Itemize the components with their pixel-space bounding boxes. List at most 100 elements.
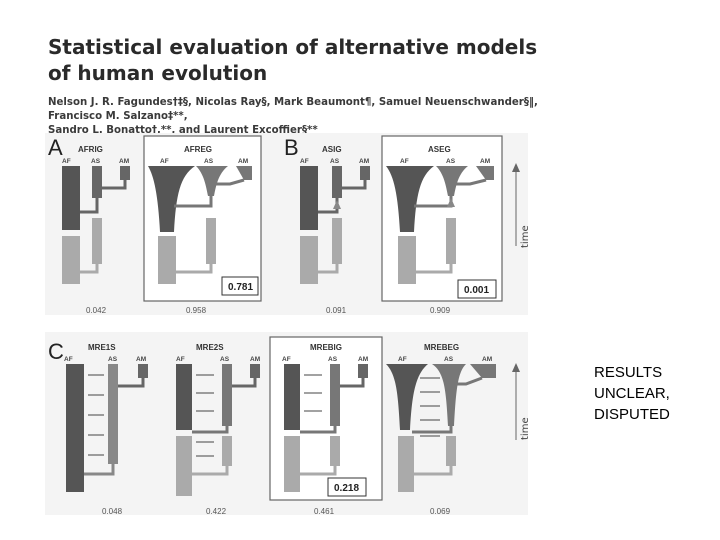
as-ancestral <box>332 218 342 264</box>
gene-flow-arrows <box>420 377 440 437</box>
as-branch <box>332 166 342 198</box>
pop-af-label: AF <box>64 356 73 363</box>
time-label-bottom: time <box>520 417 531 440</box>
am-funnel <box>236 166 252 180</box>
model-name: MREBEG <box>424 343 459 352</box>
as-join <box>84 464 115 476</box>
as-ancestral <box>92 218 102 264</box>
model-mre1s: MRE1S AF AS AM 0.048 <box>64 343 148 516</box>
p-value: 0.091 <box>326 306 347 315</box>
boxed-value: 0.001 <box>464 285 489 296</box>
as-ancestral-join <box>80 264 99 274</box>
as-ancestral-join <box>416 264 453 274</box>
model-name: AFRIG <box>78 145 103 154</box>
as-branch <box>330 364 340 426</box>
model-afreg: AFREG AF AS AM 0.781 0.958 <box>148 145 259 315</box>
gene-flow-arrows <box>304 374 322 412</box>
author-line2: Sandro L. Bonatto†,**, and Laurent Excof… <box>48 125 318 136</box>
pop-as-label: AS <box>444 356 454 363</box>
model-name: MRE2S <box>196 343 224 352</box>
p-value: 0.048 <box>102 507 123 516</box>
p-value: 0.042 <box>86 306 107 315</box>
pop-af-label: AF <box>400 158 409 165</box>
af-ancestral <box>398 436 414 492</box>
af-funnel <box>386 166 434 232</box>
pop-am-label: AM <box>358 356 368 363</box>
as-branch <box>92 166 102 198</box>
as-ancestral <box>206 218 216 264</box>
pop-am-label: AM <box>136 356 146 363</box>
time-arrowhead-top <box>512 163 520 172</box>
gene-flow-arrows <box>88 374 104 456</box>
as-ancestral <box>446 436 456 466</box>
pop-as-label: AS <box>328 356 338 363</box>
model-mre2s: MRE2S AF AS AM 0.422 <box>176 343 260 516</box>
migration-arrowhead <box>333 200 341 209</box>
pop-af-label: AF <box>398 356 407 363</box>
as-funnel <box>432 364 466 426</box>
pop-af-label: AF <box>62 158 71 165</box>
results-note-line2: UNCLEAR, <box>594 385 670 402</box>
as-ancestral-join <box>176 264 213 274</box>
as-ancestral <box>222 436 232 466</box>
pop-af-label: AF <box>282 356 291 363</box>
pop-am-label: AM <box>119 158 129 165</box>
am-join <box>454 178 487 186</box>
model-name: ASIG <box>322 145 342 154</box>
am-branch <box>250 364 260 378</box>
results-note: RESULTS UNCLEAR, DISPUTED <box>594 362 714 425</box>
pop-as-label: AS <box>108 356 118 363</box>
pop-af-label: AF <box>160 158 169 165</box>
as-join <box>174 196 213 208</box>
pop-as-label: AS <box>91 158 101 165</box>
p-value: 0.069 <box>430 507 451 516</box>
results-note-line3: DISPUTED <box>594 406 670 423</box>
pop-am-label: AM <box>359 158 369 165</box>
model-name: ASEG <box>428 145 451 154</box>
pop-am-label: AM <box>482 356 492 363</box>
boxed-value: 0.781 <box>228 282 253 293</box>
model-name: AFREG <box>184 145 212 154</box>
p-value: 0.909 <box>430 306 451 315</box>
author-line1: Nelson J. R. Fagundes†‡§, Nicolas Ray§, … <box>48 97 538 122</box>
paper-title-line1: Statistical evaluation of alternative mo… <box>48 35 538 59</box>
pop-as-label: AS <box>446 158 456 165</box>
panel-label-a: A <box>48 135 63 160</box>
pop-as-label: AS <box>330 158 340 165</box>
af-ancestral <box>62 236 80 284</box>
model-mrebig: MREBIG AF AS AM 0.218 0.461 <box>282 343 368 516</box>
af-funnel <box>386 364 428 430</box>
am-branch <box>360 166 370 180</box>
af-ancestral <box>158 236 176 284</box>
as-ancestral <box>446 218 456 264</box>
paper-title-line2: of human evolution <box>48 61 268 85</box>
af-funnel <box>148 166 195 232</box>
am-join <box>232 378 257 388</box>
as-join <box>192 426 229 434</box>
time-arrowhead-bottom <box>512 363 520 372</box>
p-value: 0.422 <box>206 507 227 516</box>
model-name: MREBIG <box>310 343 342 352</box>
panel-label-c: C <box>48 339 64 364</box>
af-branch <box>284 364 300 430</box>
am-funnel <box>470 364 496 378</box>
model-afrig: AFRIG AF AS AM 0.042 <box>62 145 130 315</box>
am-branch <box>138 364 148 378</box>
as-ancestral-join <box>414 466 453 476</box>
pop-am-label: AM <box>238 158 248 165</box>
as-branch <box>108 364 118 464</box>
am-branch <box>120 166 130 180</box>
as-branch <box>222 364 232 426</box>
am-funnel <box>476 166 494 180</box>
boxed-value-frame <box>457 279 497 299</box>
am-join <box>340 378 365 388</box>
af-ancestral <box>300 236 318 284</box>
am-join <box>102 180 127 190</box>
as-ancestral-join <box>192 466 229 476</box>
pop-af-label: AF <box>176 356 185 363</box>
results-note-line1: RESULTS <box>594 364 663 381</box>
paper-title: Statistical evaluation of alternative mo… <box>48 34 568 86</box>
boxed-value: 0.218 <box>334 483 359 494</box>
model-aseg: ASEG AF AS AM 0.001 0.909 <box>386 145 497 315</box>
af-ancestral <box>398 236 416 284</box>
